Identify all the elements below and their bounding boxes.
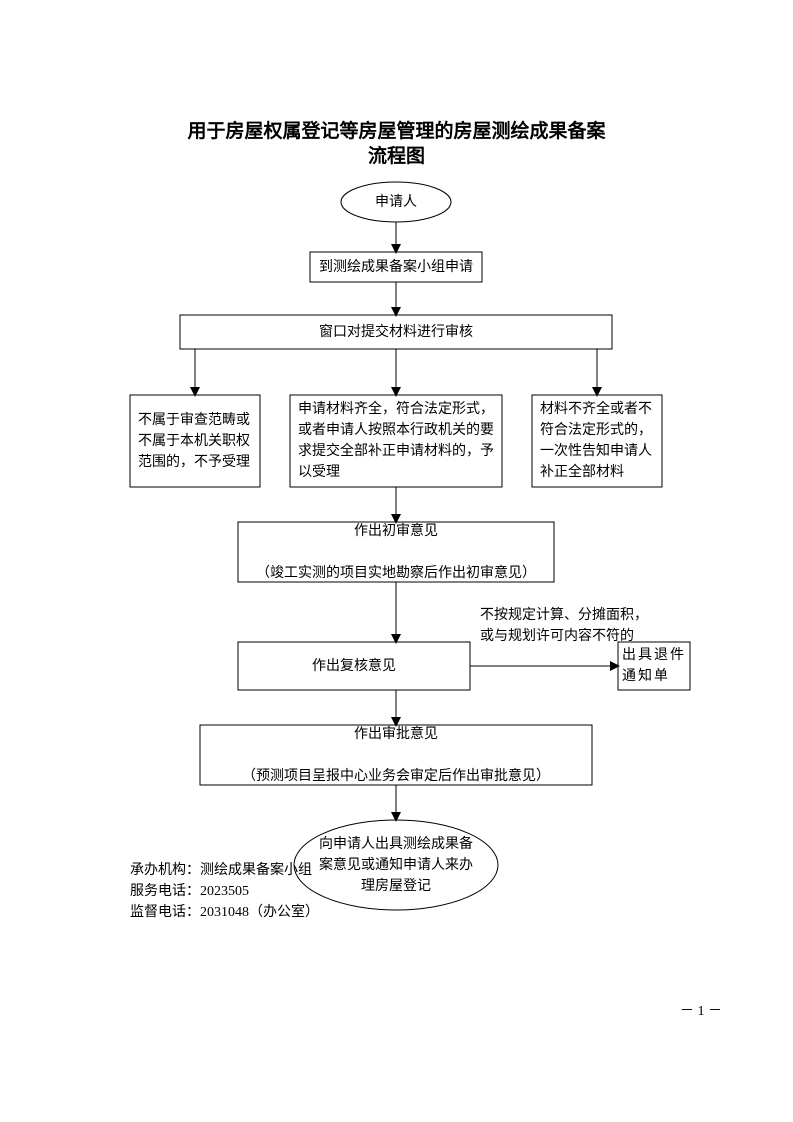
node-shenpi: 作出审批意见 （预测项目呈报中心业务会审定后作出审批意见） [206,729,586,781]
node-apply: 到测绘成果备案小组申请 [316,256,476,278]
chushen-line1: 作出初审意见 [244,521,548,542]
sidenote-line1: 不按规定计算、分摊面积， [480,608,648,623]
node-tuijian: 出具退件通知单 [622,646,686,686]
node-start: 申请人 [356,184,436,220]
sidenote-line2: 或与规划许可内容不符的 [480,629,634,644]
node-review: 窗口对提交材料进行审核 [186,319,606,345]
node-branch-left: 不属于审查范畴或不属于本机关职权范围的，不予受理 [138,399,252,483]
shenpi-line2: （预测项目呈报中心业务会审定后作出审批意见） [206,766,586,787]
node-branch-mid: 申请材料齐全，符合法定形式，或者申请人按照本行政机关的要求提交全部补正申请材料的… [298,399,494,483]
node-branch-right: 材料不齐全或者不符合法定形式的，一次性告知申请人补正全部材料 [540,399,654,483]
side-note: 不按规定计算、分摊面积， 或与规划许可内容不符的 [480,605,680,647]
shenpi-line1: 作出审批意见 [206,724,586,745]
node-fuhe: 作出复核意见 [244,646,464,686]
footer-org: 承办机构：测绘成果备案小组 [130,860,319,881]
footer-service-tel: 服务电话：2023505 [130,881,319,902]
node-end: 向申请人出具测绘成果备案意见或通知申请人来办理房屋登记 [316,822,476,908]
page-number: － 1 － [680,1000,722,1020]
footer-info: 承办机构：测绘成果备案小组 服务电话：2023505 监督电话：2031048（… [130,860,319,923]
chushen-line2: （竣工实测的项目实地勘察后作出初审意见） [244,563,548,584]
node-chushen: 作出初审意见 （竣工实测的项目实地勘察后作出初审意见） [244,526,548,578]
footer-supervise-tel: 监督电话：2031048（办公室） [130,902,319,923]
